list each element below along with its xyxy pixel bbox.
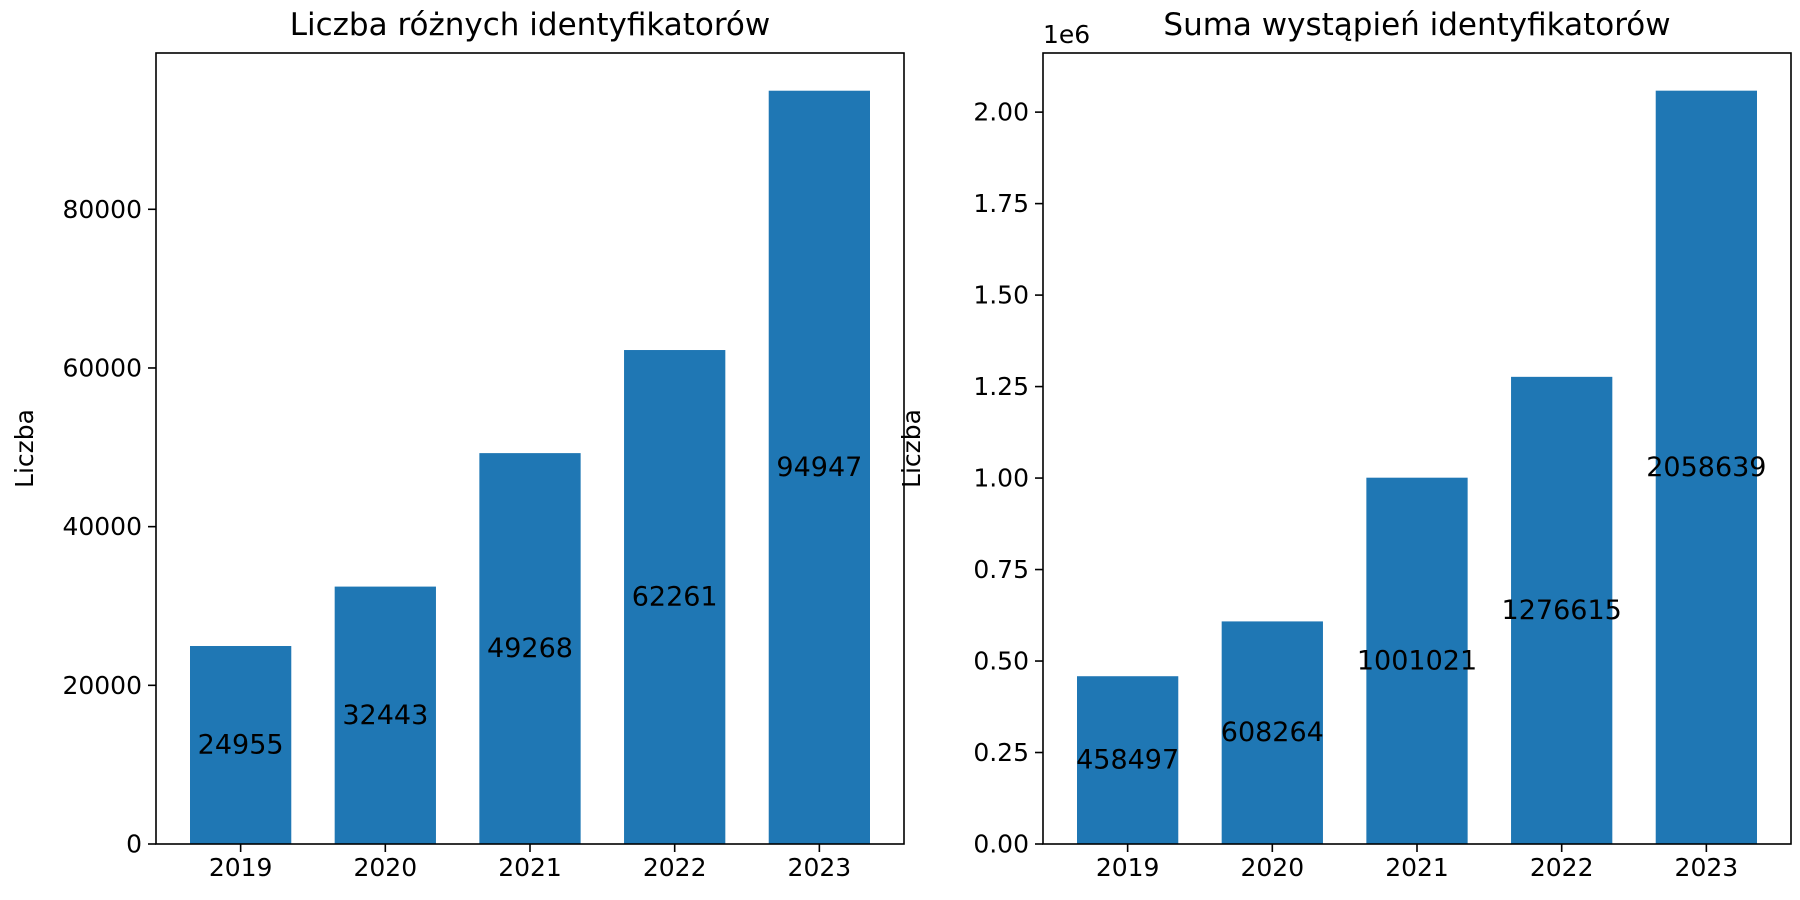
y-tick-label: 60000 [62, 353, 142, 382]
data-label-2019: 458497 [1076, 745, 1179, 776]
x-tick-label: 2020 [1241, 853, 1305, 882]
x-tick-label: 2020 [354, 853, 418, 882]
y-tick-label: 0.00 [973, 830, 1029, 859]
bar-2022 [624, 350, 726, 844]
y-tick-label: 20000 [62, 671, 142, 700]
y-tick-label: 0 [126, 830, 142, 859]
y-tick-label: 1.50 [973, 281, 1029, 310]
x-tick-label: 2019 [209, 853, 273, 882]
x-tick-label: 2023 [788, 853, 852, 882]
bar-2020 [334, 586, 436, 844]
y-tick-label: 0.75 [973, 555, 1029, 584]
bar-2019 [1077, 676, 1179, 844]
bar-2023 [768, 90, 870, 844]
x-tick-label: 2019 [1096, 853, 1160, 882]
y-tick-label: 1.75 [973, 189, 1029, 218]
chart-title: Liczba różnych identyfikatorów [290, 7, 771, 43]
bar-2023 [1655, 90, 1757, 845]
x-tick-label: 2021 [1385, 853, 1449, 882]
bar-2020 [1221, 621, 1323, 844]
data-label-2023: 2058639 [1646, 452, 1766, 483]
bar-2021 [479, 453, 581, 844]
bar-2019 [190, 646, 292, 844]
y-offset-label: 1e6 [1043, 20, 1090, 49]
data-label-2020: 32443 [342, 700, 428, 731]
x-tick-label: 2021 [498, 853, 562, 882]
y-tick-label: 0.50 [973, 647, 1029, 676]
y-tick-label: 2.00 [973, 98, 1029, 127]
data-label-2019: 24955 [198, 730, 284, 761]
data-label-2021: 1001021 [1357, 645, 1477, 676]
x-tick-label: 2023 [1675, 853, 1739, 882]
bar-2022 [1511, 376, 1613, 844]
bar-2021 [1366, 477, 1468, 844]
data-label-2022: 1276615 [1502, 595, 1622, 626]
data-label-2023: 94947 [776, 452, 862, 483]
chart-panel-1: 24955 32443 49268 62261 94947 0 20000 40000 6000… [10, 7, 905, 882]
data-label-2020: 608264 [1221, 717, 1324, 748]
data-label-2021: 49268 [487, 633, 573, 664]
x-tick-label: 2022 [1530, 853, 1594, 882]
x-tick-label: 2022 [643, 853, 707, 882]
y-axis-label: Liczba [897, 409, 926, 488]
y-tick-label: 40000 [62, 512, 142, 541]
chart-panel-2: 458497 608264 1001021 1276615 2058639 0.00 0.2… [897, 7, 1792, 882]
y-axis-label: Liczba [10, 409, 39, 488]
y-tick-label: 1.00 [973, 464, 1029, 493]
data-label-2022: 62261 [632, 582, 718, 613]
chart-title: Suma wystąpień identyfikatorów [1163, 7, 1670, 43]
y-tick-label: 1.25 [973, 372, 1029, 401]
y-tick-label: 0.25 [973, 738, 1029, 767]
y-tick-label: 80000 [62, 195, 142, 224]
